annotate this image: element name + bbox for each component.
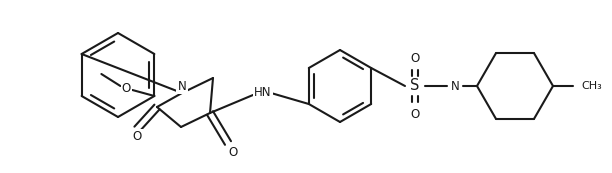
- Text: O: O: [132, 130, 141, 143]
- Text: N: N: [177, 80, 187, 93]
- Text: HN: HN: [254, 86, 272, 99]
- Text: S: S: [410, 79, 420, 93]
- Text: O: O: [228, 147, 237, 160]
- Text: O: O: [411, 52, 420, 65]
- Text: O: O: [411, 107, 420, 121]
- Text: N: N: [450, 80, 460, 93]
- Text: CH₃: CH₃: [581, 81, 602, 91]
- Text: O: O: [122, 81, 131, 94]
